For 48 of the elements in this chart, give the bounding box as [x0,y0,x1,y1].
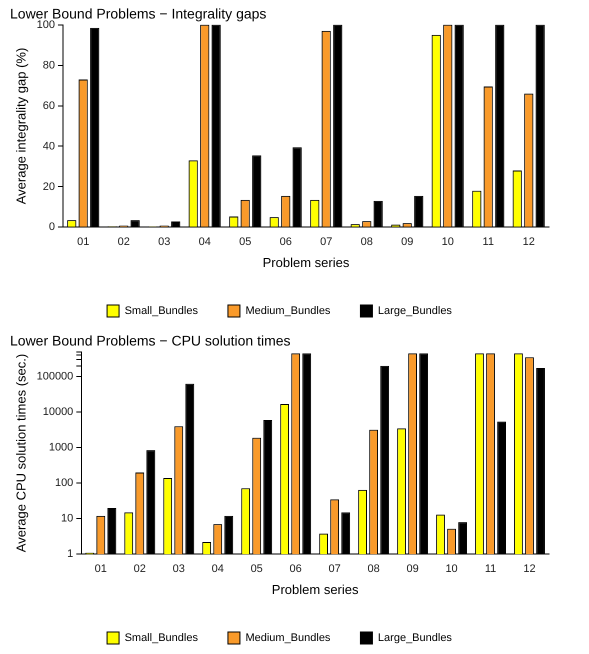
y-tick-label: 100 [54,477,74,490]
y-tick-label: 10 [61,512,74,525]
x-tick-label: 10 [442,236,454,248]
x-tick-label: 11 [482,236,494,248]
y-tick-label: 1000 [48,442,74,454]
x-tick-label: 04 [198,236,211,248]
x-tick-label: 07 [328,562,341,575]
y-tick-label: 100 [36,18,55,31]
x-tick-label: 06 [280,236,292,248]
x-tick-label: 09 [406,562,419,575]
x-axis-title: Problem series [262,254,350,270]
legend-label: Large_Bundles [378,632,452,644]
y-tick-label: 80 [42,59,55,72]
y-tick-label: 20 [42,180,55,193]
legend-label: Small_Bundles [124,305,198,318]
x-tick-label: 09 [401,236,414,248]
legend-label: Large_Bundles [378,305,452,318]
x-tick-label: 02 [134,562,146,575]
x-tick-label: 11 [484,562,496,575]
x-tick-label: 03 [172,562,185,575]
y-axis-title: Average CPU solution times (sec.) [13,354,28,552]
chart-title: Lower Bound Problems − Integrality gaps [10,5,266,22]
x-tick-label: 05 [239,236,252,248]
x-tick-label: 04 [212,562,224,575]
x-tick-label: 07 [320,236,332,248]
y-tick-label: 0 [48,221,55,234]
x-tick-label: 01 [77,236,90,248]
y-tick-label: 1 [67,548,74,560]
legend-label: Medium_Bundles [245,632,331,644]
x-tick-label: 05 [250,562,263,575]
x-tick-label: 08 [360,236,373,248]
y-tick-label: 60 [42,100,55,112]
x-tick-label: 12 [523,562,536,575]
x-tick-label: 10 [445,562,458,575]
x-tick-label: 02 [118,236,130,248]
y-tick-label: 10000 [42,406,74,418]
x-tick-label: 01 [94,562,107,575]
x-axis-title: Problem series [272,582,359,597]
y-tick-label: 100000 [36,370,74,383]
x-tick-label: 06 [290,562,302,575]
y-axis-title: Average integrality gap (%) [13,48,28,204]
legend-label: Small_Bundles [124,632,198,644]
y-tick-label: 40 [42,140,55,152]
legend-label: Medium_Bundles [245,305,331,318]
chart-title: Lower Bound Problems − CPU solution times [10,332,291,348]
x-tick-label: 03 [158,236,170,248]
x-tick-label: 12 [522,236,535,248]
x-tick-label: 08 [367,562,380,575]
